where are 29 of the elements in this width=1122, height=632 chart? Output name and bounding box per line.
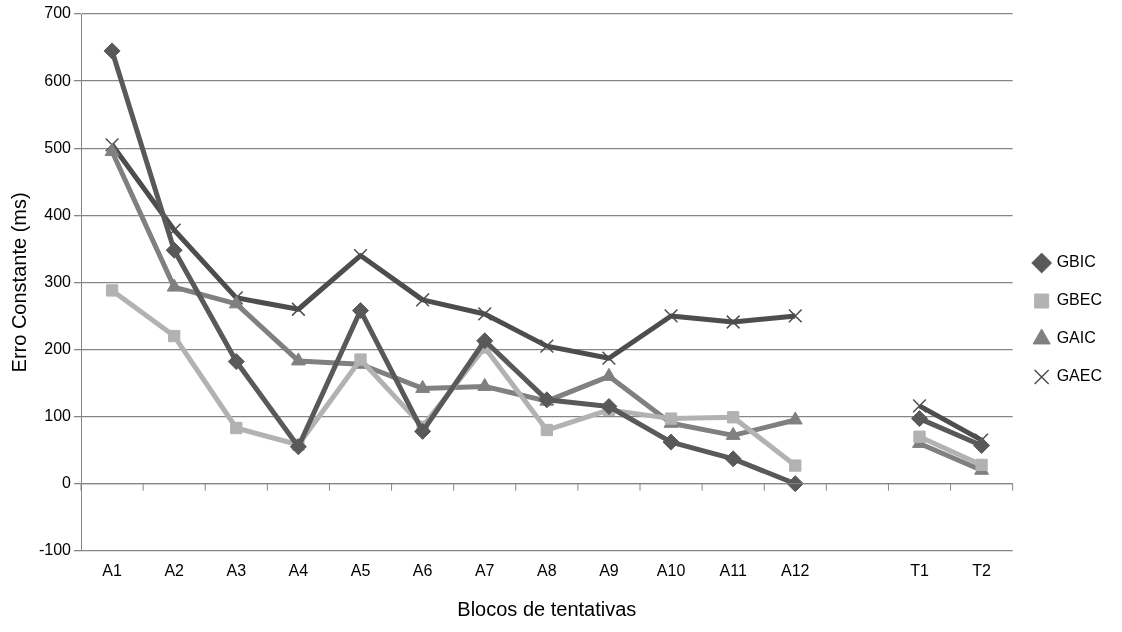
x-tick-label: A3 bbox=[226, 561, 247, 579]
legend-label: GAIC bbox=[1056, 329, 1096, 347]
y-tick-label: 100 bbox=[44, 407, 72, 425]
y-tick-label: -100 bbox=[38, 541, 72, 559]
y-tick-label: 400 bbox=[44, 205, 72, 223]
y-tick-label: 500 bbox=[44, 138, 72, 156]
x-tick-label: A5 bbox=[350, 561, 371, 579]
x-tick-label: A6 bbox=[412, 561, 433, 579]
legend-label: GBEC bbox=[1056, 291, 1102, 309]
x-tick-label: A10 bbox=[656, 561, 686, 579]
legend-label: GAEC bbox=[1056, 367, 1102, 385]
legend-label: GBIC bbox=[1056, 253, 1096, 271]
x-axis-title: Blocos de tentativas bbox=[457, 597, 637, 620]
y-tick-label: 300 bbox=[44, 272, 72, 290]
x-tick-label: A8 bbox=[537, 561, 557, 579]
x-tick-label: A9 bbox=[599, 561, 619, 579]
y-tick-label: 0 bbox=[62, 474, 72, 492]
x-tick-label: A1 bbox=[102, 561, 122, 579]
x-tick-label: A2 bbox=[164, 561, 185, 579]
y-tick-label: 700 bbox=[44, 4, 72, 22]
y-axis-title: Erro Constante (ms) bbox=[7, 192, 30, 373]
x-tick-label: A4 bbox=[288, 561, 309, 579]
x-tick-label: T2 bbox=[972, 561, 992, 579]
x-tick-label: A11 bbox=[719, 561, 747, 579]
x-tick-label: T1 bbox=[910, 561, 929, 579]
y-tick-label: 600 bbox=[44, 71, 72, 89]
x-tick-label: A7 bbox=[474, 561, 495, 579]
y-tick-label: 200 bbox=[44, 339, 72, 357]
x-tick-label: A12 bbox=[781, 561, 810, 579]
